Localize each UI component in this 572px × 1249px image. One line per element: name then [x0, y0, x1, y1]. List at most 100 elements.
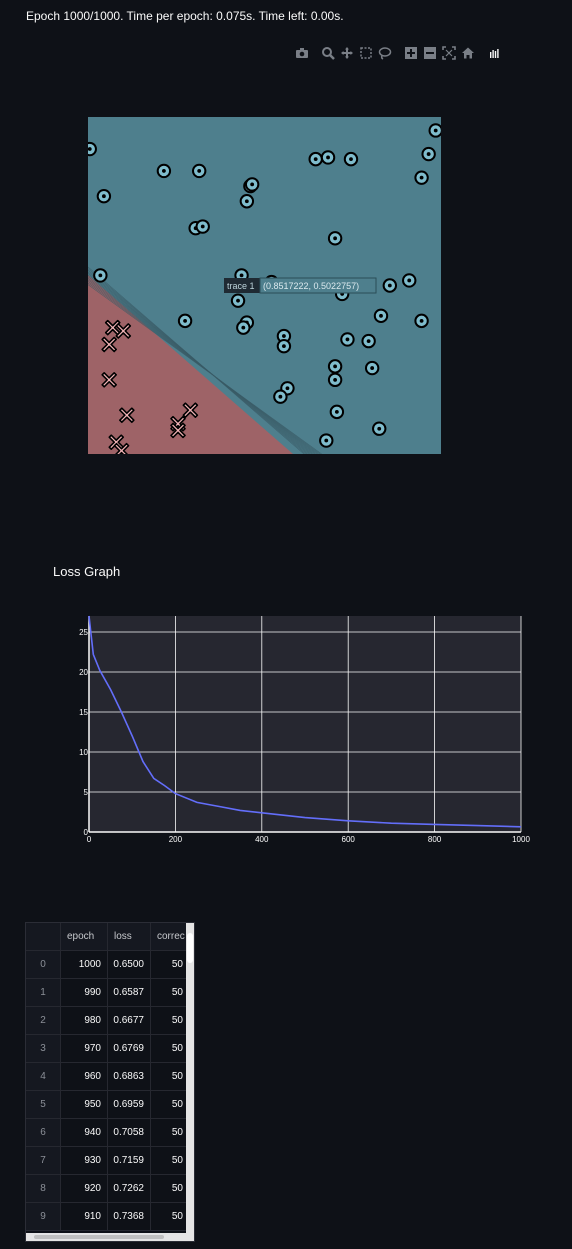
table-horizontal-scrollbar[interactable] [26, 1233, 194, 1241]
blue-class-point[interactable] [273, 389, 288, 404]
box-select-icon[interactable] [359, 46, 373, 60]
blue-class-point[interactable] [414, 170, 429, 185]
vertical-scroll-thumb[interactable] [187, 933, 193, 963]
autoscale-icon[interactable] [442, 46, 456, 60]
decision-boundary-svg[interactable]: trace 1 (0.8517222, 0.5022757) [88, 117, 441, 454]
row-index[interactable]: 7 [26, 1146, 61, 1175]
blue-class-point[interactable] [373, 308, 389, 324]
zoom-in-icon[interactable] [404, 46, 418, 60]
table-row[interactable]: 0 1000 0.6500 50 [26, 950, 190, 979]
row-index[interactable]: 6 [26, 1118, 61, 1147]
plotly-logo-icon[interactable] [487, 46, 501, 60]
cell-loss[interactable]: 0.7262 [107, 1174, 151, 1203]
blue-class-point[interactable] [244, 177, 260, 192]
table-row[interactable]: 2 980 0.6677 50 [26, 1006, 190, 1035]
row-index[interactable]: 5 [26, 1090, 61, 1119]
blue-class-point[interactable] [327, 231, 343, 246]
lasso-icon[interactable] [378, 46, 392, 60]
zoom-icon[interactable] [321, 46, 335, 60]
cell-epoch[interactable]: 990 [60, 978, 108, 1007]
cell-loss[interactable]: 0.7159 [107, 1146, 151, 1175]
blue-class-point[interactable] [88, 141, 97, 157]
blue-class-point[interactable] [343, 151, 359, 167]
cell-loss[interactable]: 0.6959 [107, 1090, 151, 1119]
cell-correct[interactable]: 50 [150, 1034, 190, 1063]
table-vertical-scrollbar[interactable] [186, 923, 194, 1233]
blue-class-point[interactable] [382, 278, 398, 293]
cell-epoch[interactable]: 960 [60, 1062, 108, 1091]
table-row[interactable]: 3 970 0.6769 50 [26, 1034, 190, 1063]
zoom-out-icon[interactable] [423, 46, 437, 60]
row-index[interactable]: 4 [26, 1062, 61, 1091]
cell-correct[interactable]: 50 [150, 950, 190, 979]
camera-icon[interactable] [295, 46, 309, 60]
cell-loss[interactable]: 0.6863 [107, 1062, 151, 1091]
column-header-correct[interactable]: correc [150, 923, 190, 951]
blue-class-point[interactable] [320, 150, 336, 165]
table-row[interactable]: 7 930 0.7159 50 [26, 1146, 190, 1175]
blue-class-point[interactable] [195, 219, 210, 234]
row-index[interactable]: 2 [26, 1006, 61, 1035]
blue-class-point[interactable] [276, 338, 292, 354]
cell-epoch[interactable]: 970 [60, 1034, 108, 1063]
cell-correct[interactable]: 50 [150, 1146, 190, 1175]
blue-class-point[interactable] [428, 123, 441, 138]
cell-epoch[interactable]: 930 [60, 1146, 108, 1175]
loss-chart-svg[interactable]: 0 200 400 600 800 1000 0 5 10 15 20 25 [0, 600, 572, 860]
blue-class-point[interactable] [177, 313, 193, 329]
blue-class-point[interactable] [364, 360, 380, 376]
blue-class-point[interactable] [372, 421, 387, 436]
horizontal-scroll-thumb[interactable] [34, 1235, 164, 1239]
cell-correct[interactable]: 50 [150, 1006, 190, 1035]
blue-class-point[interactable] [327, 359, 343, 374]
blue-class-point[interactable] [327, 372, 343, 388]
blue-class-point[interactable] [361, 333, 376, 349]
cell-epoch[interactable]: 950 [60, 1090, 108, 1119]
epoch-table[interactable]: epoch loss correc 0 1000 0.6500 50 1 990 0.658… [25, 922, 195, 1242]
row-index[interactable]: 0 [26, 950, 61, 979]
column-header-epoch[interactable]: epoch [60, 923, 108, 951]
cell-correct[interactable]: 50 [150, 1202, 190, 1231]
blue-class-point[interactable] [308, 151, 323, 167]
blue-class-point[interactable] [230, 293, 246, 308]
cell-loss[interactable]: 0.6677 [107, 1006, 151, 1035]
decision-boundary-plot[interactable]: trace 1 (0.8517222, 0.5022757) [88, 117, 441, 454]
cell-correct[interactable]: 50 [150, 1174, 190, 1203]
blue-class-point[interactable] [319, 433, 334, 448]
cell-loss[interactable]: 0.6769 [107, 1034, 151, 1063]
blue-class-point[interactable] [340, 332, 355, 347]
cell-correct[interactable]: 50 [150, 1090, 190, 1119]
cell-correct[interactable]: 50 [150, 1118, 190, 1147]
cell-epoch[interactable]: 910 [60, 1202, 108, 1231]
cell-loss[interactable]: 0.6587 [107, 978, 151, 1007]
loss-chart[interactable]: 0 200 400 600 800 1000 0 5 10 15 20 25 [0, 600, 572, 860]
row-index[interactable]: 1 [26, 978, 61, 1007]
blue-class-point[interactable] [236, 320, 251, 335]
blue-class-point[interactable] [329, 404, 345, 420]
cell-loss[interactable]: 0.6500 [107, 950, 151, 979]
cell-epoch[interactable]: 1000 [60, 950, 108, 979]
row-index[interactable]: 9 [26, 1202, 61, 1231]
table-row[interactable]: 5 950 0.6959 50 [26, 1090, 190, 1119]
blue-class-point[interactable] [96, 188, 112, 204]
column-header-loss[interactable]: loss [107, 923, 151, 951]
blue-class-point[interactable] [402, 273, 417, 288]
table-row[interactable]: 6 940 0.7058 50 [26, 1118, 190, 1147]
table-row[interactable]: 1 990 0.6587 50 [26, 978, 190, 1007]
row-index[interactable]: 3 [26, 1034, 61, 1063]
cell-epoch[interactable]: 920 [60, 1174, 108, 1203]
table-row[interactable]: 4 960 0.6863 50 [26, 1062, 190, 1091]
row-index[interactable]: 8 [26, 1174, 61, 1203]
blue-class-point[interactable] [414, 313, 429, 329]
table-row[interactable]: 8 920 0.7262 50 [26, 1174, 190, 1203]
cell-correct[interactable]: 50 [150, 978, 190, 1007]
blue-class-point[interactable] [156, 163, 172, 179]
reset-axes-icon[interactable] [461, 46, 475, 60]
table-row[interactable]: 9 910 0.7368 50 [26, 1202, 190, 1231]
cell-loss[interactable]: 0.7058 [107, 1118, 151, 1147]
cell-epoch[interactable]: 940 [60, 1118, 108, 1147]
blue-class-point[interactable] [239, 194, 255, 209]
blue-class-point[interactable] [421, 146, 436, 162]
cell-correct[interactable]: 50 [150, 1062, 190, 1091]
blue-class-point[interactable] [191, 163, 207, 179]
